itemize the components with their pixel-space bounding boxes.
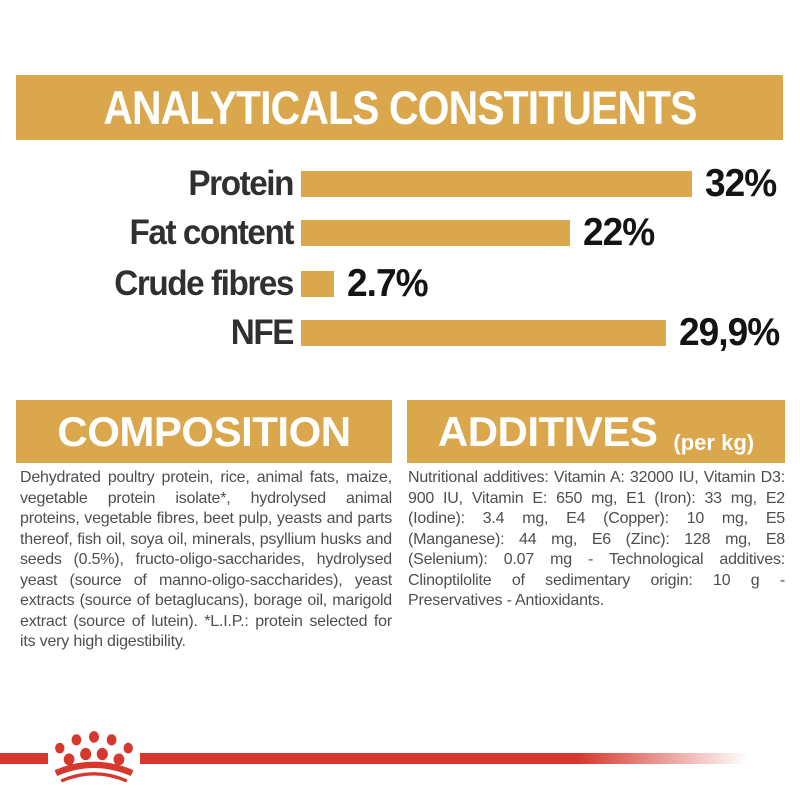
brand-rule-left [0, 753, 48, 764]
chart-category-label: Fat content [129, 213, 294, 252]
chart-value-label: 2.7% [347, 262, 429, 305]
chart-category-label: NFE [230, 313, 295, 352]
additives-per-kg-label: (per kg) [673, 430, 755, 455]
composition-title: COMPOSITION [57, 407, 351, 455]
constituents-bar-chart: Protein 32% Fat content 22% Crude fibres… [0, 0, 800, 370]
chart-value-label: 22% [583, 211, 655, 254]
additives-title: ADDITIVES [437, 407, 658, 455]
chart-value-label: 29,9% [679, 311, 780, 354]
composition-body: Dehydrated poultry protein, rice, animal… [20, 469, 392, 650]
composition-header-bar: COMPOSITION [16, 400, 392, 463]
additives-body: Nutritional additives: Vitamin A: 32000 … [408, 469, 785, 609]
chart-bar [301, 320, 666, 346]
chart-bar [301, 171, 692, 197]
chart-value-label: 32% [705, 162, 777, 205]
additives-header-bar: ADDITIVES (per kg) [407, 400, 785, 463]
chart-row: Crude fibres 2.7% [0, 262, 432, 305]
analytical-constituents-header-bar: ANALYTICALS CONSTITUENTS [16, 75, 783, 140]
chart-bar [301, 220, 570, 246]
chart-row: Protein 32% [0, 162, 780, 205]
chart-row: NFE 29,9% [0, 311, 785, 354]
chart-category-label: Crude fibres [114, 264, 294, 303]
chart-bar [301, 271, 334, 297]
chart-category-label: Protein [188, 164, 294, 203]
brand-rule-right [140, 753, 748, 764]
royal-canin-crown-logo [54, 731, 134, 783]
page-title: ANALYTICALS CONSTITUENTS [102, 81, 697, 134]
chart-row: Fat content 22% [0, 211, 658, 254]
